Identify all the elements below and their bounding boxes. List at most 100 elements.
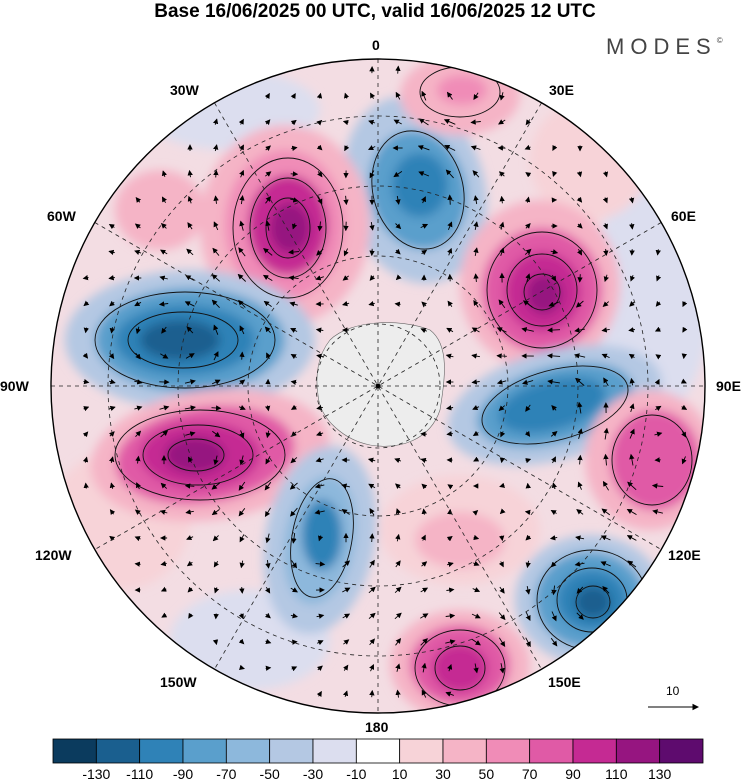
wind-vector bbox=[418, 171, 430, 177]
wind-vector bbox=[446, 91, 453, 100]
wind-vector bbox=[470, 119, 481, 125]
wind-vector bbox=[290, 119, 297, 126]
wind-vector bbox=[186, 248, 194, 256]
wind-vector bbox=[471, 379, 480, 385]
wind-vector bbox=[369, 663, 375, 672]
wind-vector bbox=[370, 92, 376, 99]
wind-vector bbox=[288, 249, 300, 255]
wind-vector bbox=[576, 196, 583, 203]
lon-label-60w: 60W bbox=[47, 208, 76, 224]
wind-vector bbox=[265, 586, 271, 594]
wind-vector bbox=[264, 405, 271, 412]
wind-vector bbox=[395, 91, 401, 100]
wind-vector bbox=[395, 508, 401, 516]
wind-vector bbox=[574, 561, 585, 567]
colorbar-tick-label: 90 bbox=[565, 766, 581, 782]
wind-vector bbox=[550, 637, 558, 647]
wind-vector bbox=[315, 275, 324, 281]
wind-vector bbox=[211, 299, 220, 309]
wind-vector bbox=[316, 613, 325, 619]
lon-label-0: 0 bbox=[372, 37, 380, 53]
wind-vector bbox=[265, 220, 271, 231]
brand-mark: © bbox=[716, 36, 723, 45]
wind-vector bbox=[83, 300, 90, 307]
wind-vector bbox=[447, 247, 453, 256]
wind-vector bbox=[499, 482, 506, 488]
wind-vector bbox=[184, 301, 195, 307]
wind-vector bbox=[317, 196, 323, 205]
wind-vector bbox=[316, 248, 324, 256]
wind-vector bbox=[421, 561, 428, 567]
map-border bbox=[50, 58, 706, 714]
colorbar-swatch bbox=[139, 738, 184, 764]
wind-vector bbox=[521, 327, 534, 333]
wind-vector bbox=[446, 561, 454, 567]
wind-vector bbox=[576, 586, 584, 594]
wind-vector bbox=[550, 431, 558, 437]
wind-vector bbox=[418, 118, 429, 126]
wind-vector bbox=[160, 560, 167, 567]
wind-vector bbox=[525, 404, 531, 412]
wind-vector bbox=[369, 508, 375, 516]
wind-vector bbox=[290, 507, 298, 517]
wind-vector bbox=[445, 169, 454, 179]
wind-vector bbox=[445, 691, 454, 697]
wind-vector bbox=[626, 535, 637, 541]
wind-vector bbox=[576, 612, 584, 620]
wind-vector bbox=[211, 379, 221, 385]
wind-vector bbox=[472, 509, 479, 516]
wind-vector bbox=[186, 326, 194, 334]
wind-vector bbox=[575, 377, 585, 386]
wind-vector bbox=[551, 274, 557, 282]
wind-vector bbox=[186, 535, 194, 541]
wind-vector bbox=[239, 379, 246, 385]
wind-vector bbox=[135, 352, 141, 360]
wind-vector bbox=[239, 586, 245, 594]
wind-vector bbox=[238, 299, 246, 308]
lon-label-180: 180 bbox=[365, 719, 389, 735]
wind-vector bbox=[135, 196, 142, 203]
wind-vector bbox=[213, 351, 219, 361]
lon-label-90e: 90E bbox=[716, 378, 741, 394]
wind-vector bbox=[134, 249, 142, 255]
wind-vector bbox=[499, 508, 506, 515]
wind-vector bbox=[213, 221, 219, 231]
wind-vector bbox=[160, 222, 167, 229]
wind-vector bbox=[447, 484, 454, 490]
wind-vector bbox=[498, 299, 506, 309]
wind-vector bbox=[343, 248, 349, 257]
wind-vector bbox=[82, 352, 89, 359]
colorbar-tick-label: -110 bbox=[126, 766, 154, 782]
wind-vector bbox=[289, 301, 298, 307]
wind-vector bbox=[549, 535, 558, 541]
wind-vector bbox=[185, 509, 194, 515]
wind-vector bbox=[264, 92, 270, 99]
wind-vector bbox=[394, 457, 402, 464]
wind-vector bbox=[447, 194, 453, 205]
wind-vector bbox=[108, 379, 116, 385]
wind-vector bbox=[550, 510, 557, 516]
wind-vector bbox=[472, 170, 480, 178]
south-pole-marker bbox=[375, 383, 381, 389]
wind-vector bbox=[524, 430, 531, 437]
wind-vector bbox=[160, 430, 169, 438]
colorbar-swatch bbox=[485, 738, 531, 764]
wind-vector bbox=[499, 457, 506, 464]
wind-vector bbox=[342, 560, 351, 568]
lon-label-90w: 90W bbox=[0, 378, 29, 394]
wind-vector bbox=[134, 536, 141, 542]
wind-vector bbox=[602, 197, 608, 204]
wind-vector bbox=[682, 301, 688, 308]
colorbar-swatch bbox=[529, 738, 574, 764]
wind-vector bbox=[525, 172, 532, 178]
wind-vector bbox=[213, 144, 219, 152]
wind-vector bbox=[213, 455, 219, 466]
wind-vector bbox=[238, 247, 246, 257]
colorbar bbox=[52, 738, 704, 764]
wind-vector bbox=[525, 637, 531, 648]
wind-vector bbox=[655, 405, 662, 411]
wind-vector bbox=[577, 454, 583, 465]
wind-vector bbox=[547, 327, 561, 333]
wind-vector bbox=[265, 430, 271, 439]
wind-vector bbox=[342, 690, 349, 697]
